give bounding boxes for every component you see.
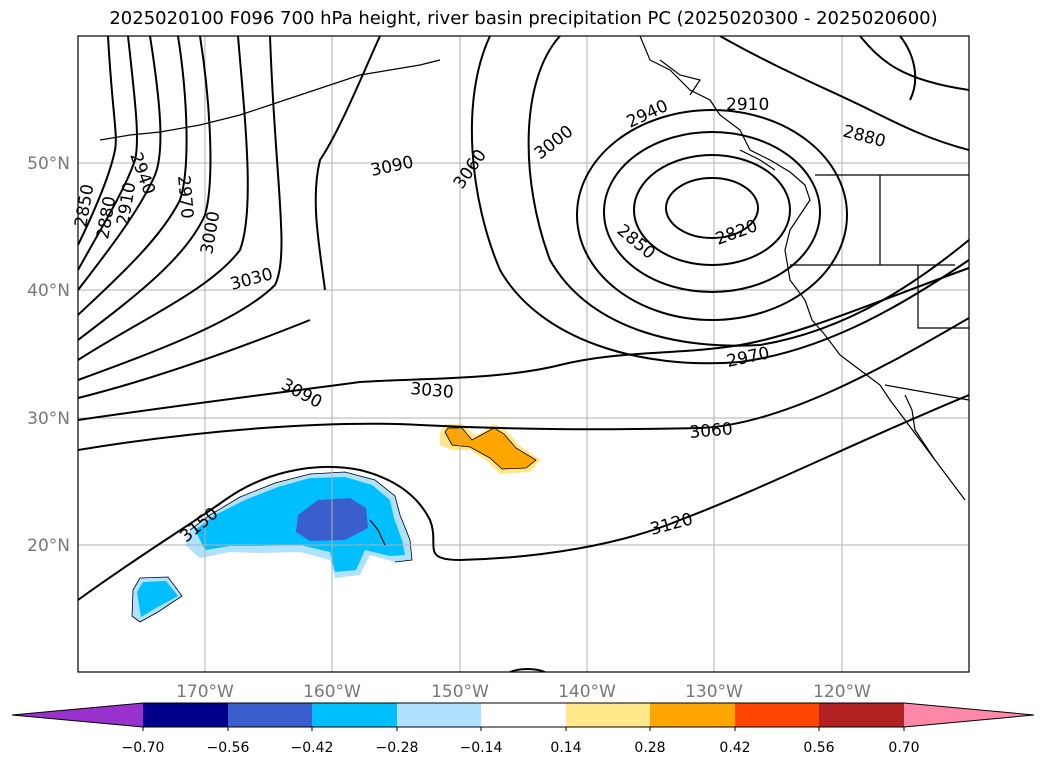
lat-label: 50°N <box>27 154 70 174</box>
lat-label: 40°N <box>27 281 70 301</box>
lat-label: 30°N <box>27 409 70 429</box>
colorbar-tick-label: −0.14 <box>460 740 503 756</box>
colorbar-tick-label: −0.28 <box>376 740 419 756</box>
contour-label: 2910 <box>726 95 769 115</box>
colorbar-tick-labels: −0.70 −0.56 −0.42 −0.28 −0.14 0.14 0.28 … <box>122 740 920 756</box>
lon-label: 140°W <box>558 682 616 702</box>
precip-shading <box>132 424 541 622</box>
colorbar <box>11 702 1035 731</box>
colorbar-extend-left <box>12 703 143 727</box>
gridlines <box>78 36 969 672</box>
lon-label: 120°W <box>813 682 871 702</box>
colorbar-tick-label: −0.70 <box>122 740 165 756</box>
colorbar-segment <box>819 703 904 727</box>
colorbar-segment <box>566 703 650 727</box>
lon-label: 160°W <box>303 682 361 702</box>
colorbar-tick-label: 0.42 <box>719 740 750 756</box>
positive-precip-core <box>445 428 536 469</box>
contour-label: 2970 <box>173 175 197 220</box>
coastlines <box>99 36 969 546</box>
lon-label: 130°W <box>685 682 743 702</box>
colorbar-segment <box>143 703 228 727</box>
contour-label: 3030 <box>410 379 455 403</box>
lon-axis-labels: 170°W 160°W 150°W 140°W 130°W 120°W <box>176 682 871 702</box>
colorbar-tick-label: 0.56 <box>803 740 834 756</box>
contour-label: 3060 <box>689 419 734 443</box>
colorbar-tick-label: 0.70 <box>888 740 919 756</box>
colorbar-tick-label: −0.56 <box>207 740 250 756</box>
colorbar-segment <box>312 703 397 727</box>
precip-outline <box>131 427 537 623</box>
colorbar-segment <box>228 703 312 727</box>
plot-frame <box>77 35 970 673</box>
lat-axis-labels: 50°N 40°N 30°N 20°N <box>27 154 70 556</box>
lat-label: 20°N <box>27 536 70 556</box>
colorbar-tick-label: −0.42 <box>291 740 334 756</box>
colorbar-segment <box>735 703 819 727</box>
lon-label: 170°W <box>176 682 234 702</box>
plot-area <box>78 36 969 672</box>
map-title: 2025020100 F096 700 hPa height, river ba… <box>109 8 938 29</box>
lon-label: 150°W <box>431 682 489 702</box>
negative-precip-west-core <box>137 581 178 617</box>
colorbar-tick-label: 0.14 <box>550 740 581 756</box>
colorbar-extend-right <box>904 703 1034 727</box>
colorbar-segment <box>397 703 481 727</box>
colorbar-segment <box>481 703 566 727</box>
height-contours <box>78 36 969 672</box>
colorbar-segment <box>650 703 735 727</box>
colorbar-tick-label: 0.28 <box>634 740 665 756</box>
